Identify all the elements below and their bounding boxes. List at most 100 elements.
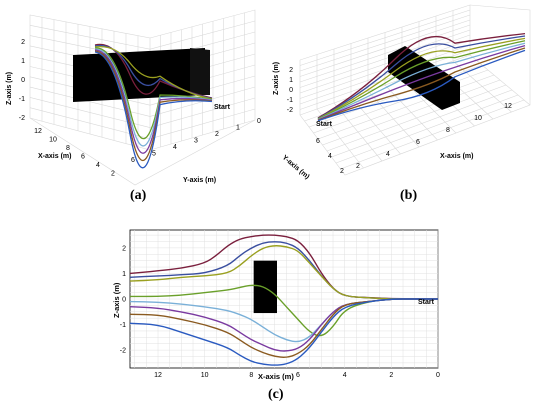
- z-tick-label: 1: [289, 77, 293, 84]
- panel-b-label: (b): [400, 188, 418, 203]
- trajectory-line-3d-b-3: [317, 37, 526, 120]
- y-tick-label: 6: [316, 138, 320, 145]
- panel-a-zlabel: Z-axis (m): [6, 72, 13, 105]
- y-tick-label: 0: [257, 118, 261, 125]
- z-tick-label: 2: [21, 39, 25, 46]
- grid-line: [299, 49, 471, 110]
- y-tick-label: 3: [194, 138, 198, 145]
- grid-line: [299, 34, 471, 94]
- z-tick-label: -1: [287, 97, 293, 104]
- grid-line: [335, 94, 519, 164]
- panel-c-x-ticks: 12 10 8 6 4 2 0: [154, 372, 440, 379]
- grid-line: [149, 86, 256, 117]
- trajectory-line-3: [129, 245, 438, 300]
- x-tick-label: 0: [436, 372, 440, 379]
- trajectory-line-8: [129, 298, 438, 366]
- trajectory-line-3d-b-8: [317, 49, 526, 122]
- panel-b-trajectories: [317, 32, 526, 122]
- trajectory-line-7: [129, 298, 438, 358]
- z-tick-label: -1: [120, 322, 126, 329]
- z-tick-label: -2: [19, 115, 25, 122]
- x-tick-label: 6: [416, 139, 420, 146]
- panel-a-trajectories: [94, 43, 213, 169]
- x-tick-label: 10: [49, 137, 57, 144]
- panel-b-ylabel: Y-axis (m): [281, 154, 311, 181]
- x-tick-label: 2: [389, 372, 393, 379]
- y-tick-label: 4: [173, 144, 177, 151]
- panel-a-x-ticks: 12 10 8 6 4 2: [34, 128, 115, 178]
- x-tick-label: 8: [249, 372, 253, 379]
- x-tick-label: 4: [343, 372, 347, 379]
- y-tick-label: 4: [328, 153, 332, 160]
- grid-line: [340, 99, 525, 170]
- panel-a-z-ticks: 2 1 0 -1 -2: [19, 39, 25, 122]
- panel-a-ylabel: Y-axis (m): [183, 177, 216, 184]
- grid-line: [331, 89, 513, 158]
- panel-c-trajectories: [129, 234, 438, 366]
- trajectory-line-3d-b-7: [317, 47, 526, 122]
- panel-b-y-ticks: 6 4 2: [316, 138, 344, 175]
- z-tick-label: 2: [289, 67, 293, 74]
- x-tick-label: 10: [474, 115, 482, 122]
- y-tick-label: 6: [131, 157, 135, 164]
- x-tick-label: 4: [386, 151, 390, 158]
- panel-b-xlabel: X-axis (m): [440, 153, 473, 160]
- panel-c-xlabel: X-axis (m): [258, 372, 294, 381]
- z-tick-label: 0: [289, 87, 293, 94]
- x-tick-label: 8: [446, 127, 450, 134]
- panel-c-xz-plot: 12 10 8 6 4 2 0 210-1-2 Start X-axis (m) Z-axi…: [112, 229, 440, 381]
- panel-c-ylabel: Z-axis (m): [112, 282, 121, 318]
- z-tick-label: 1: [21, 58, 25, 65]
- trajectory-line-4: [130, 284, 438, 337]
- x-tick-label: 6: [296, 372, 300, 379]
- z-tick-label: 0: [21, 77, 25, 84]
- y-tick-label: 5: [152, 151, 156, 158]
- z-tick-label: 2: [122, 245, 126, 252]
- panel-c-start-annotation: Start: [418, 299, 435, 306]
- grid-line: [149, 97, 256, 128]
- grid-line: [299, 44, 471, 105]
- panel-b-z-ticks: 2 1 0 -1 -2: [287, 67, 293, 114]
- trajectory-line-3d-a-6: [94, 49, 213, 154]
- trajectory-line-3d-a-4: [94, 47, 213, 140]
- z-tick-label: -2: [120, 348, 126, 355]
- trajectory-line-3d-b-6: [317, 44, 526, 121]
- z-tick-label: 1: [122, 271, 126, 278]
- panel-b-grid: [299, 4, 531, 176]
- grid-line: [326, 84, 507, 152]
- trajectory-line-3d-a-7: [94, 50, 213, 162]
- x-tick-label: 12: [34, 128, 42, 135]
- x-tick-label: 10: [201, 372, 209, 379]
- z-tick-label: 0: [122, 297, 126, 304]
- trajectory-line-3d-b-2: [317, 35, 526, 119]
- trajectory-line-3d-a-5: [94, 48, 213, 147]
- x-tick-label: 6: [81, 154, 85, 161]
- z-tick-label: -2: [287, 107, 293, 114]
- trajectory-line-3d-a-8: [94, 51, 213, 169]
- panel-a-start-annotation: Start: [214, 104, 231, 111]
- grid-line: [149, 108, 256, 140]
- panel-b-start-annotation: Start: [316, 121, 333, 128]
- grid-line: [322, 79, 501, 146]
- panel-c-obstacle: [253, 260, 277, 314]
- panel-b-zlabel: Z-axis (m): [273, 62, 280, 95]
- y-tick-label: 2: [340, 168, 344, 175]
- x-tick-label: 12: [154, 372, 162, 379]
- x-tick-label: 4: [96, 162, 100, 169]
- trajectory-line-3d-b-1: [317, 32, 526, 119]
- panel-a-xlabel: X-axis (m): [38, 153, 71, 160]
- x-tick-label: 2: [111, 171, 115, 178]
- x-tick-label: 12: [504, 103, 512, 110]
- x-tick-label: 2: [356, 163, 360, 170]
- x-tick-label: 8: [66, 145, 70, 152]
- trajectory-line-3d-a-3: [94, 45, 213, 100]
- panel-a-label: (a): [130, 188, 147, 203]
- panel-b-x-ticks: 2 4 6 8 10 12: [356, 103, 512, 170]
- trajectory-line-3d-b-4: [317, 40, 526, 120]
- panel-c-label: (c): [268, 387, 284, 402]
- panel-a-obstacle: [73, 48, 210, 102]
- panel-c-y-ticks: 2 1 0 -1 -2: [120, 245, 126, 354]
